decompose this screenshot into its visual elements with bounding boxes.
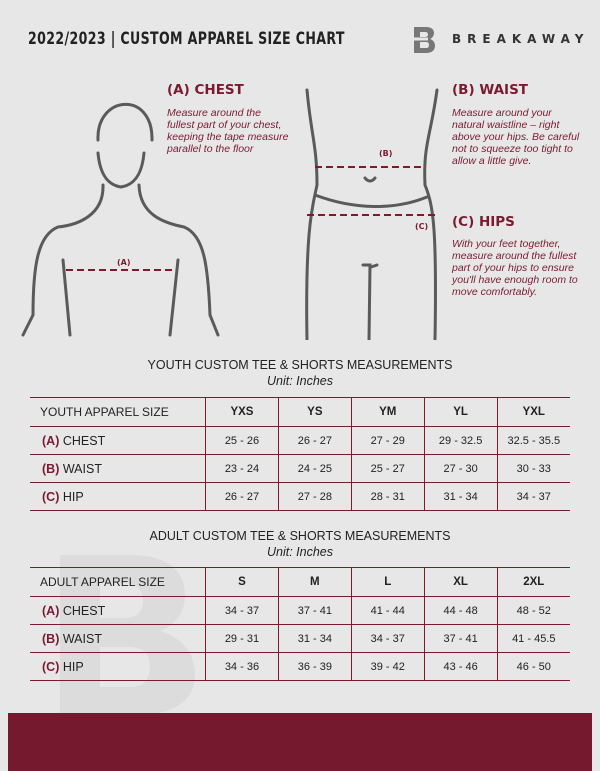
table-row: (C) HIP 26 - 27 27 - 28 28 - 31 31 - 34 34 - … <box>30 482 570 511</box>
cell: 25 - 26 <box>205 426 279 455</box>
cell: 43 - 46 <box>423 652 498 681</box>
table-row: (B) WAIST 23 - 24 24 - 25 25 - 27 27 - 30 30 … <box>30 454 570 483</box>
size-header: XL <box>423 567 498 597</box>
cell: 34 - 37 <box>350 624 425 653</box>
breakaway-logo-icon <box>408 27 435 53</box>
cell: 37 - 41 <box>277 596 352 625</box>
size-header: YM <box>350 397 425 427</box>
cell: 27 - 29 <box>350 426 425 455</box>
cell: 31 - 34 <box>277 624 352 653</box>
table-header-row: YOUTH APPAREL SIZE YXS YS YM YL YXL <box>30 397 570 427</box>
cell: 25 - 27 <box>350 454 425 483</box>
cell: 23 - 24 <box>205 454 279 483</box>
waist-description: Measure around your natural waistline – … <box>452 107 580 167</box>
size-header: YXS <box>205 397 279 427</box>
chest-marker: (A) <box>117 258 131 267</box>
cell: 48 - 52 <box>496 596 570 625</box>
brand-name: BREAKAWAY <box>452 32 590 46</box>
row-tag: (B) <box>42 461 60 476</box>
cell: 31 - 34 <box>423 482 498 511</box>
youth-unit: Unit: Inches <box>266 374 333 388</box>
row-tag: (C) <box>42 659 60 674</box>
cell: 36 - 39 <box>277 652 352 681</box>
chest-description: Measure around the fullest part of your … <box>167 107 289 155</box>
hips-description: With your feet together, measure around … <box>452 238 578 298</box>
waist-heading: (B) WAIST <box>452 82 529 98</box>
cell: 44 - 48 <box>423 596 498 625</box>
header-label: ADULT APPAREL SIZE <box>30 567 206 597</box>
youth-size-table: YOUTH APPAREL SIZE YXS YS YM YL YXL (A) … <box>30 397 570 511</box>
row-name: WAIST <box>62 461 102 476</box>
cell: 24 - 25 <box>277 454 352 483</box>
row-name: CHEST <box>62 433 106 448</box>
chest-heading: (A) CHEST <box>167 82 244 98</box>
row-label: (B) WAIST <box>30 624 206 653</box>
table-row: (A) CHEST 25 - 26 26 - 27 27 - 29 29 - 32.5 3… <box>30 426 570 455</box>
table-row: (A) CHEST 34 - 37 37 - 41 41 - 44 44 - 48 48 … <box>30 596 570 625</box>
size-header: M <box>277 567 352 597</box>
row-name: HIP <box>62 489 84 504</box>
cell: 39 - 42 <box>350 652 425 681</box>
cell: 30 - 33 <box>496 454 570 483</box>
size-header: 2XL <box>496 567 570 597</box>
lower-body-figure <box>305 88 439 340</box>
row-name: HIP <box>62 659 84 674</box>
cell: 29 - 31 <box>205 624 279 653</box>
row-tag: (B) <box>42 631 60 646</box>
page-title: 2022/2023 | CUSTOM APPAREL SIZE CHART <box>28 29 345 49</box>
row-label: (B) WAIST <box>30 454 206 483</box>
row-label: (A) CHEST <box>30 596 206 625</box>
cell: 34 - 37 <box>205 596 279 625</box>
header-label: YOUTH APPAREL SIZE <box>30 397 206 427</box>
waist-marker: (B) <box>379 149 393 158</box>
row-label: (A) CHEST <box>30 426 206 455</box>
cell: 41 - 44 <box>350 596 425 625</box>
cell: 32.5 - 35.5 <box>496 426 570 455</box>
row-name: WAIST <box>62 631 102 646</box>
adult-section-title: ADULT CUSTOM TEE & SHORTS MEASUREMENTS <box>149 529 451 543</box>
cell: 46 - 50 <box>496 652 570 681</box>
size-header: S <box>205 567 279 597</box>
youth-section-title: YOUTH CUSTOM TEE & SHORTS MEASUREMENTS <box>147 358 453 372</box>
cell: 27 - 30 <box>423 454 498 483</box>
cell: 26 - 27 <box>205 482 279 511</box>
cell: 34 - 37 <box>496 482 570 511</box>
cell: 29 - 32.5 <box>423 426 498 455</box>
adult-size-table: ADULT APPAREL SIZE S M L XL 2XL (A) CHES… <box>30 567 570 681</box>
size-header: L <box>350 567 425 597</box>
table-row: (B) WAIST 29 - 31 31 - 34 34 - 37 37 - 41 41 … <box>30 624 570 653</box>
row-tag: (C) <box>42 489 60 504</box>
size-header: YXL <box>496 397 570 427</box>
cell: 41 - 45.5 <box>496 624 570 653</box>
row-tag: (A) <box>42 603 60 618</box>
hips-heading: (C) HIPS <box>452 214 515 230</box>
upper-body-figure <box>21 102 220 337</box>
row-tag: (A) <box>42 433 60 448</box>
size-header: YL <box>423 397 498 427</box>
row-label: (C) HIP <box>30 482 206 511</box>
size-header: YS <box>277 397 352 427</box>
row-label: (C) HIP <box>30 652 206 681</box>
cell: 28 - 31 <box>350 482 425 511</box>
cell: 27 - 28 <box>277 482 352 511</box>
cell: 26 - 27 <box>277 426 352 455</box>
table-header-row: ADULT APPAREL SIZE S M L XL 2XL <box>30 567 570 597</box>
adult-unit: Unit: Inches <box>266 545 333 559</box>
hips-marker: (C) <box>415 222 429 231</box>
footer-band <box>8 713 592 771</box>
cell: 37 - 41 <box>423 624 498 653</box>
row-name: CHEST <box>62 603 106 618</box>
table-row: (C) HIP 34 - 36 36 - 39 39 - 42 43 - 46 46 - … <box>30 652 570 681</box>
cell: 34 - 36 <box>205 652 279 681</box>
